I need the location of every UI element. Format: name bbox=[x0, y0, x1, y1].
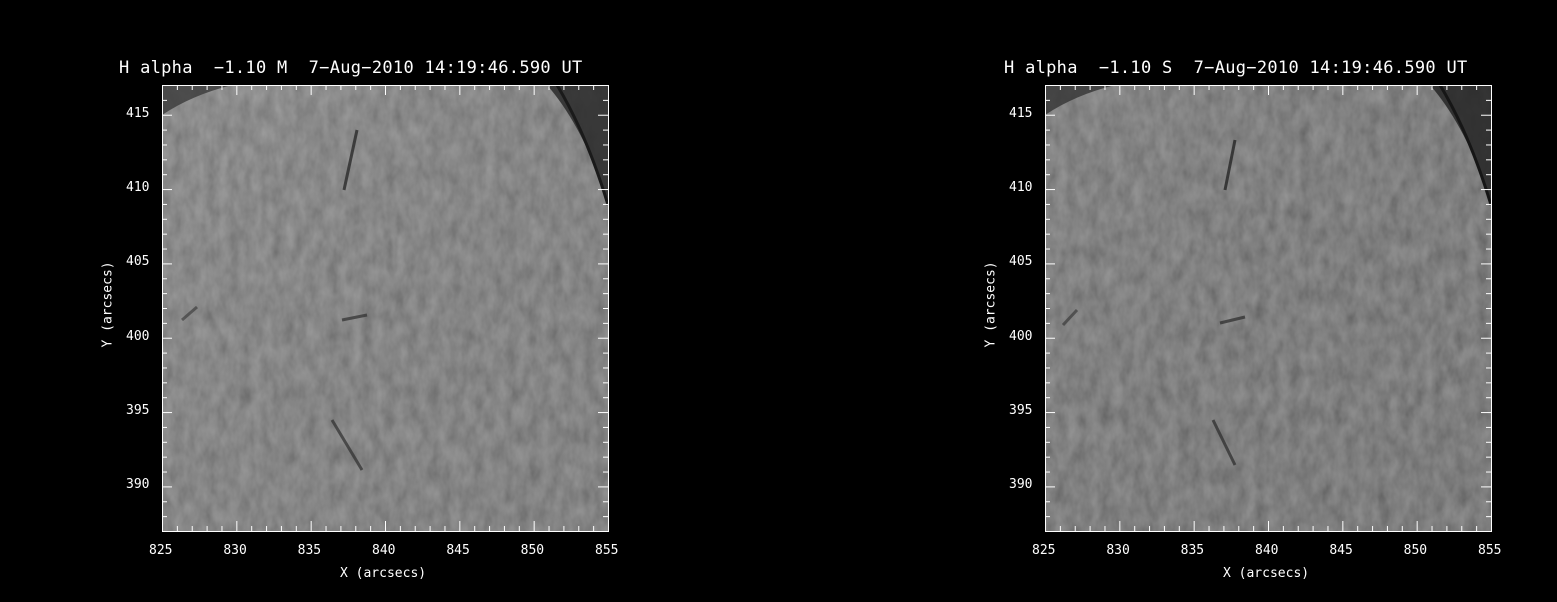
x-tick-label: 840 bbox=[1255, 543, 1279, 558]
solar-texture bbox=[1045, 85, 1491, 531]
x-tick-label: 825 bbox=[149, 543, 173, 558]
x-tick-label: 845 bbox=[1329, 543, 1353, 558]
x-tick-label: 855 bbox=[1478, 543, 1502, 558]
x-tick-label: 830 bbox=[223, 543, 247, 558]
x-tick-label: 840 bbox=[372, 543, 396, 558]
x-axis-label: X (arcsecs) bbox=[1223, 566, 1310, 581]
x-tick-label: 835 bbox=[297, 543, 322, 558]
x-tick-label: 830 bbox=[1106, 543, 1130, 558]
panel-title: H alpha −1.10 S 7−Aug−2010 14:19:46.590 … bbox=[1004, 58, 1468, 78]
y-tick-label: 415 bbox=[1009, 105, 1033, 121]
x-axis-label: X (arcsecs) bbox=[340, 566, 427, 581]
y-tick-label: 405 bbox=[1009, 254, 1033, 270]
y-tick-label: 390 bbox=[126, 477, 150, 493]
y-axis-label: Y (arcsecs) bbox=[983, 261, 999, 348]
y-tick-label: 415 bbox=[126, 105, 150, 121]
plot-frame bbox=[1045, 85, 1492, 532]
y-tick-label: 400 bbox=[1009, 328, 1033, 344]
y-tick-label: 410 bbox=[126, 180, 150, 196]
x-tick-label: 835 bbox=[1180, 543, 1205, 558]
y-tick-label: 390 bbox=[1009, 477, 1033, 493]
x-tick-label: 825 bbox=[1032, 543, 1056, 558]
solar-image-left bbox=[162, 85, 608, 531]
x-tick-label: 845 bbox=[446, 543, 470, 558]
solar-image-right bbox=[1045, 85, 1491, 531]
y-tick-label: 410 bbox=[1009, 180, 1033, 196]
x-tick-label: 855 bbox=[595, 543, 619, 558]
y-tick-label: 405 bbox=[126, 254, 150, 270]
panel-title: H alpha −1.10 M 7−Aug−2010 14:19:46.590 … bbox=[119, 58, 583, 78]
y-tick-label: 400 bbox=[126, 328, 150, 344]
solar-texture bbox=[162, 85, 608, 531]
y-tick-label: 395 bbox=[126, 403, 150, 419]
y-tick-label: 395 bbox=[1009, 403, 1033, 419]
x-tick-label: 850 bbox=[520, 543, 545, 558]
x-tick-label: 850 bbox=[1403, 543, 1428, 558]
